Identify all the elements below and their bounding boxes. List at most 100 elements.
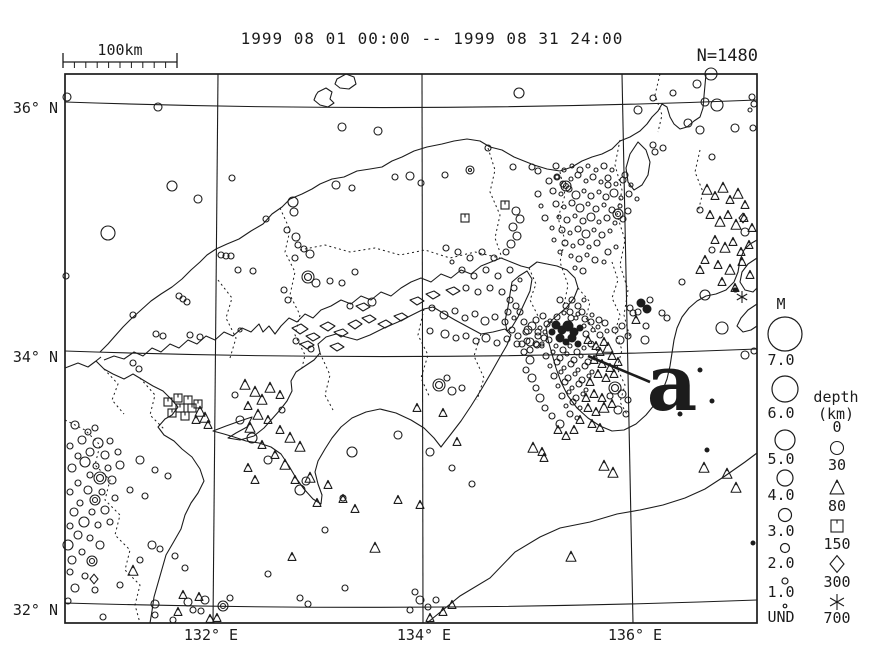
event-marker	[700, 97, 710, 107]
event-marker	[294, 484, 306, 496]
event-marker	[581, 297, 587, 303]
event-marker	[153, 102, 163, 112]
event-marker	[612, 220, 618, 226]
event-marker	[67, 463, 77, 473]
event-marker	[227, 252, 235, 260]
event-marker	[292, 337, 300, 345]
event-marker	[284, 431, 296, 443]
earthquake-events-layer	[62, 67, 758, 624]
event-marker	[522, 328, 530, 336]
lon-axis-label: 134° E	[397, 626, 451, 644]
event-marker	[564, 374, 572, 382]
event-marker	[234, 266, 242, 274]
event-marker	[595, 316, 603, 324]
legend-magnitude-symbol	[771, 375, 799, 403]
event-marker	[593, 167, 599, 173]
event-marker	[474, 288, 482, 296]
event-marker	[583, 334, 593, 344]
event-marker	[246, 432, 258, 444]
event-marker	[585, 376, 595, 386]
event-marker	[583, 402, 593, 412]
map-frame	[64, 73, 758, 624]
event-marker	[695, 264, 705, 274]
event-marker	[186, 331, 194, 339]
event-marker	[534, 167, 542, 175]
prefecture-border-path	[654, 73, 663, 133]
coastline-path	[299, 340, 315, 350]
event-marker	[564, 351, 570, 357]
event-marker	[540, 334, 548, 342]
event-marker	[62, 539, 74, 551]
event-marker	[595, 422, 605, 432]
annotation-leader-line	[587, 354, 651, 384]
event-marker	[438, 407, 448, 417]
event-marker	[470, 272, 478, 280]
event-marker	[609, 368, 619, 378]
event-marker	[561, 167, 567, 173]
event-marker	[740, 227, 750, 237]
event-marker	[458, 384, 466, 392]
event-marker	[151, 466, 159, 474]
event-marker	[181, 564, 189, 572]
event-marker	[566, 410, 574, 418]
legend-depth-label: 700	[823, 609, 850, 627]
event-marker	[235, 415, 245, 425]
event-marker	[555, 383, 561, 389]
event-marker	[116, 581, 124, 589]
nankai-trough-line	[426, 452, 758, 624]
event-marker	[506, 239, 516, 249]
event-marker	[728, 236, 738, 246]
scale-bar-label: 100km	[97, 41, 142, 59]
event-marker	[490, 254, 498, 262]
event-marker	[511, 206, 521, 216]
event-marker	[280, 286, 288, 294]
event-marker	[486, 284, 494, 292]
event-marker	[568, 253, 574, 259]
event-marker	[576, 166, 584, 174]
event-marker	[550, 349, 556, 355]
prefecture-borders	[64, 73, 704, 624]
event-marker	[534, 190, 542, 198]
event-marker	[597, 392, 607, 402]
legend-depth-label: 300	[823, 573, 850, 591]
event-marker	[70, 420, 80, 430]
coastline-path	[361, 314, 377, 324]
event-marker	[567, 314, 575, 322]
event-marker	[351, 268, 359, 276]
event-marker	[539, 312, 547, 320]
event-marker	[640, 335, 650, 345]
event-marker	[598, 179, 604, 185]
event-marker	[78, 516, 90, 528]
event-marker	[337, 122, 347, 132]
event-marker	[465, 165, 475, 175]
event-marker	[460, 213, 470, 223]
event-marker	[567, 333, 577, 343]
event-marker	[562, 302, 570, 310]
prefecture-border-path	[528, 267, 539, 317]
prefecture-border-path	[299, 244, 501, 259]
event-marker	[243, 462, 253, 472]
event-marker	[561, 430, 571, 440]
event-marker	[284, 296, 292, 304]
coastline-path	[95, 360, 205, 624]
event-marker	[592, 205, 600, 213]
event-marker	[622, 410, 630, 418]
event-marker	[532, 340, 540, 348]
event-marker	[193, 194, 203, 204]
event-marker	[551, 237, 557, 243]
event-marker	[520, 318, 528, 326]
event-marker	[203, 419, 213, 429]
event-marker	[542, 329, 548, 335]
event-marker	[534, 328, 542, 336]
event-marker	[525, 355, 535, 365]
legend-magnitude-symbol	[782, 603, 788, 609]
event-marker	[598, 459, 610, 471]
legend-magnitude-label: 3.0	[767, 522, 794, 540]
event-marker	[723, 209, 733, 219]
event-marker	[571, 190, 581, 200]
event-marker	[279, 458, 291, 470]
coastline-path	[334, 73, 357, 90]
event-marker	[452, 436, 462, 446]
event-marker	[659, 144, 667, 152]
